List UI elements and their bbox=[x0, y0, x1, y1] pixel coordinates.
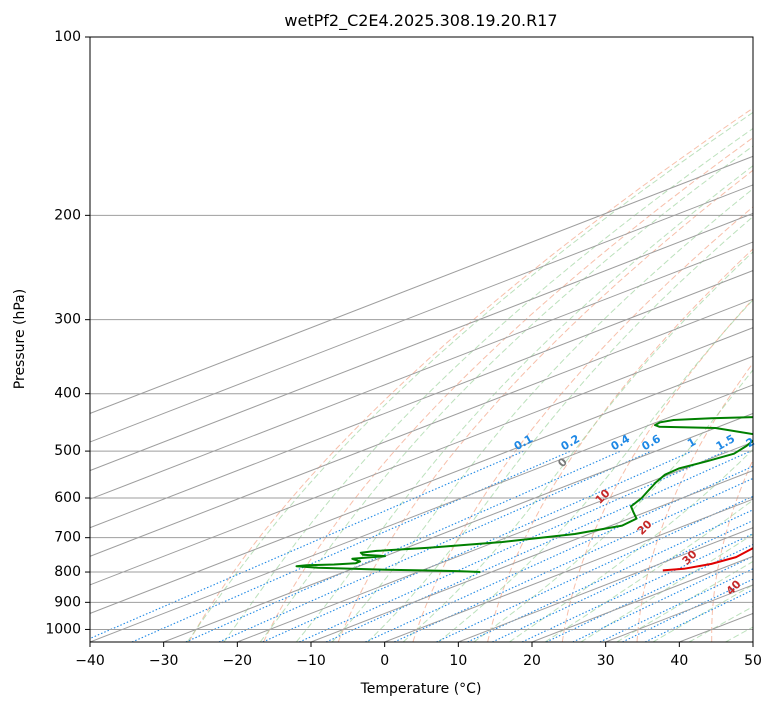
moist-adiabat-line bbox=[259, 145, 753, 642]
moist-adiabat-line bbox=[367, 215, 753, 642]
mixing-ratio-line bbox=[365, 465, 753, 642]
x-tick-label: 50 bbox=[744, 653, 762, 669]
isotherm-line bbox=[90, 384, 753, 642]
dewpoint-profile-line bbox=[295, 416, 753, 573]
y-tick-label: 100 bbox=[54, 29, 81, 45]
mixing-ratio-line bbox=[436, 495, 753, 642]
moist-adiabat-line bbox=[616, 560, 753, 642]
dry-adiabat-line bbox=[188, 107, 753, 642]
grid-layer bbox=[90, 37, 753, 642]
moist-adiabat-line bbox=[652, 584, 753, 642]
y-tick-label: 400 bbox=[54, 386, 81, 402]
x-tick-label: 10 bbox=[449, 653, 467, 669]
y-tick-label: 1000 bbox=[45, 621, 81, 637]
mixing-ratio-line bbox=[325, 450, 751, 642]
x-tick-label: −20 bbox=[223, 653, 253, 669]
isotherm-line bbox=[237, 441, 753, 642]
isotherm-line bbox=[90, 327, 753, 586]
mixing-ratio-label: 0.2 bbox=[559, 432, 582, 453]
isotherm-line bbox=[310, 470, 753, 642]
moist-adiabat-line bbox=[473, 369, 753, 642]
moist-adiabat-line bbox=[544, 499, 753, 642]
mixing-ratio-line bbox=[298, 450, 726, 642]
mixing-ratio-line bbox=[521, 533, 753, 642]
x-axis-label: Temperature (°C) bbox=[360, 681, 482, 697]
mixing-ratio-line bbox=[467, 509, 753, 642]
dry-adiabat-line bbox=[263, 137, 753, 642]
dry-adiabat-line bbox=[337, 169, 753, 642]
x-tick-label: −30 bbox=[149, 653, 179, 669]
plot-frame bbox=[89, 36, 754, 643]
isotherm-line bbox=[163, 412, 753, 642]
dry-adiabat-line bbox=[487, 248, 753, 642]
x-tick-label: 20 bbox=[523, 653, 541, 669]
isotherm-line bbox=[90, 241, 753, 500]
y-tick-label: 800 bbox=[54, 564, 81, 580]
dry-adiabat-line bbox=[561, 298, 753, 642]
isotherm-line bbox=[90, 298, 753, 557]
isotherm-line bbox=[90, 184, 753, 443]
mixing-ratio-line bbox=[218, 450, 652, 642]
mixing-ratio-label: 0.1 bbox=[512, 432, 535, 453]
temperature-profile-line bbox=[662, 546, 753, 572]
dry-adiabat-line bbox=[412, 206, 753, 642]
y-tick-label: 900 bbox=[54, 594, 81, 610]
mixing-ratio-line bbox=[572, 555, 753, 642]
y-tick-label: 700 bbox=[54, 530, 81, 546]
moist-adiabat-line bbox=[402, 251, 753, 642]
moist-adiabat-line bbox=[295, 165, 753, 642]
isotherm-line bbox=[90, 155, 753, 414]
moist-adiabat-line bbox=[438, 299, 753, 642]
dry-adiabat-line bbox=[711, 458, 753, 642]
moist-adiabat-line bbox=[331, 188, 753, 642]
moist-adiabat-label: 10 bbox=[593, 486, 613, 506]
x-tick-label: 30 bbox=[597, 653, 615, 669]
isotherm-line bbox=[90, 212, 753, 472]
mixing-ratio-line bbox=[131, 450, 571, 642]
x-tick-label: 0 bbox=[380, 653, 389, 669]
y-tick-label: 600 bbox=[54, 490, 81, 506]
x-tick-label: −10 bbox=[296, 653, 326, 669]
isotherm-line bbox=[458, 527, 753, 642]
moist-adiabat-label: 20 bbox=[635, 517, 655, 537]
y-tick-label: 200 bbox=[54, 207, 81, 223]
moist-adiabat-line bbox=[688, 605, 753, 642]
isotherm-line bbox=[90, 270, 753, 529]
x-tick-label: 40 bbox=[670, 653, 688, 669]
axes: −40 −30 −20 −10 0 10 20 30 40 5010020030040050060… bbox=[45, 29, 762, 669]
isotherm-line bbox=[752, 641, 753, 642]
mixing-ratio-label: 2 bbox=[744, 435, 757, 450]
y-tick-label: 300 bbox=[54, 312, 81, 328]
isotherm-line bbox=[384, 498, 753, 642]
moist-adiabat-label: 0 bbox=[555, 455, 570, 470]
mixing-ratio-label: 1 bbox=[685, 435, 698, 450]
mixing-ratio-line bbox=[185, 450, 621, 642]
chart-title: wetPf2_C2E4.2025.308.19.20.R17 bbox=[284, 11, 557, 31]
moist-adiabat-line bbox=[725, 626, 753, 642]
data-layer bbox=[295, 416, 753, 573]
dry-adiabat-line bbox=[636, 362, 753, 642]
moist-adiabat-line bbox=[186, 111, 753, 642]
mixing-ratio-line bbox=[644, 589, 753, 642]
y-tick-label: 500 bbox=[54, 443, 81, 459]
y-axis-label: Pressure (hPa) bbox=[12, 289, 28, 389]
isotherm-line bbox=[90, 355, 753, 614]
mixing-ratio-line bbox=[90, 450, 524, 640]
x-tick-label: −40 bbox=[75, 653, 105, 669]
moist-adiabat-line bbox=[509, 448, 753, 642]
